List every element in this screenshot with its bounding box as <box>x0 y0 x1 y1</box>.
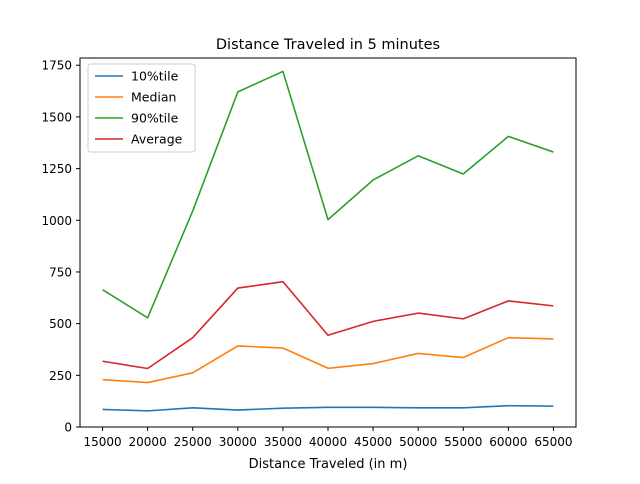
x-tick-label: 40000 <box>309 435 347 449</box>
legend-box <box>87 63 196 153</box>
y-tick-label: 250 <box>49 369 72 383</box>
plot-area: 15000 20000 25000 30000 35000 40000 45000 50000… <box>41 57 577 449</box>
legend-label: Median <box>131 90 176 105</box>
y-tick-label: 1250 <box>41 162 72 176</box>
x-tick-label: 25000 <box>174 435 212 449</box>
x-tick-label: 20000 <box>129 435 167 449</box>
x-tick-label: 55000 <box>444 435 482 449</box>
x-tick-label: 35000 <box>264 435 302 449</box>
series-line-90-tile <box>102 70 554 319</box>
x-axis-label: Distance Traveled (in m) <box>249 457 408 472</box>
legend: 10%tile Median 90%tile Average <box>87 63 196 153</box>
legend-label: Average <box>131 132 183 147</box>
series-line-10-tile <box>102 404 554 412</box>
x-tick-label: 15000 <box>83 435 121 449</box>
series-line-average <box>102 280 554 370</box>
y-tick-label: 1750 <box>41 59 72 73</box>
series-line-median <box>102 336 554 384</box>
y-tick-label: 0 <box>64 421 72 435</box>
legend-label: 90%tile <box>131 111 179 126</box>
y-tick-label: 1500 <box>41 110 72 124</box>
x-tick-label: 45000 <box>354 435 392 449</box>
x-tick-label: 30000 <box>219 435 257 449</box>
y-tick-label: 750 <box>49 265 72 279</box>
legend-label: 10%tile <box>131 69 179 84</box>
chart-title: Distance Traveled in 5 minutes <box>216 37 440 53</box>
x-tick-label: 65000 <box>534 435 572 449</box>
x-tick-label: 60000 <box>489 435 527 449</box>
y-tick-label: 1000 <box>41 214 72 228</box>
y-tick-label: 500 <box>49 317 72 331</box>
x-tick-label: 50000 <box>399 435 437 449</box>
